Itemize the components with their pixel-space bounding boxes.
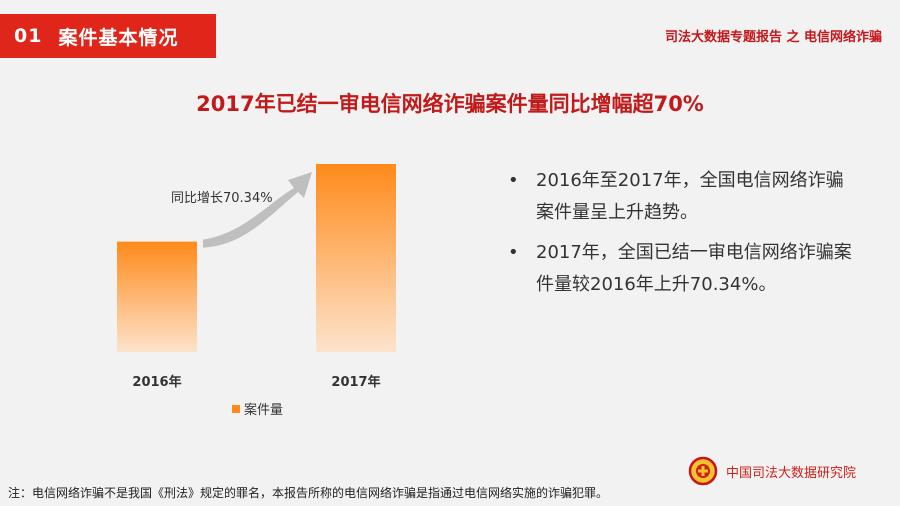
x-tick-label: 2016年: [132, 374, 181, 390]
growth-arrow: [203, 172, 312, 248]
slide-heading: 2017年已结一审电信网络诈骗案件量同比增幅超70%: [196, 92, 704, 116]
bullet-dot: •: [508, 242, 519, 263]
section-tab: 01 案件基本情况: [0, 14, 216, 58]
summary-bullets: • 2016年至2017年，全国电信网络诈骗案件量呈上升趋势。 • 2017年，…: [508, 165, 858, 309]
report-title: 司法大数据专题报告 之 电信网络诈骗: [664, 30, 882, 45]
bullet-dot: •: [508, 170, 519, 191]
growth-annotation: 同比增长70.34%: [171, 191, 273, 206]
legend-label: 案件量: [244, 403, 283, 418]
bullet-text: 2016年至2017年，全国电信网络诈骗案件量呈上升趋势。: [536, 170, 844, 223]
court-emblem-icon: [688, 456, 718, 486]
section-number: 01: [14, 25, 43, 47]
x-tick-label: 2017年: [331, 374, 380, 390]
bullet-item: • 2017年，全国已结一审电信网络诈骗案件量较2016年上升70.34%。: [508, 237, 858, 301]
bar-2017年: [316, 164, 396, 352]
footnote: 注：电信网络诈骗不是我国《刑法》规定的罪名，本报告所称的电信网络诈骗是指通过电信…: [8, 486, 609, 500]
bar-2016年: [117, 241, 197, 352]
brand: 中国司法大数据研究院: [688, 456, 856, 486]
legend-swatch: [232, 405, 240, 413]
section-title: 案件基本情况: [58, 26, 179, 49]
bullet-item: • 2016年至2017年，全国电信网络诈骗案件量呈上升趋势。: [508, 165, 858, 229]
case-volume-chart: 同比增长70.34% 2016年 2017年 案件量: [117, 164, 396, 418]
brand-name: 中国司法大数据研究院: [726, 465, 857, 481]
bullet-text: 2017年，全国已结一审电信网络诈骗案件量较2016年上升70.34%。: [536, 242, 852, 295]
